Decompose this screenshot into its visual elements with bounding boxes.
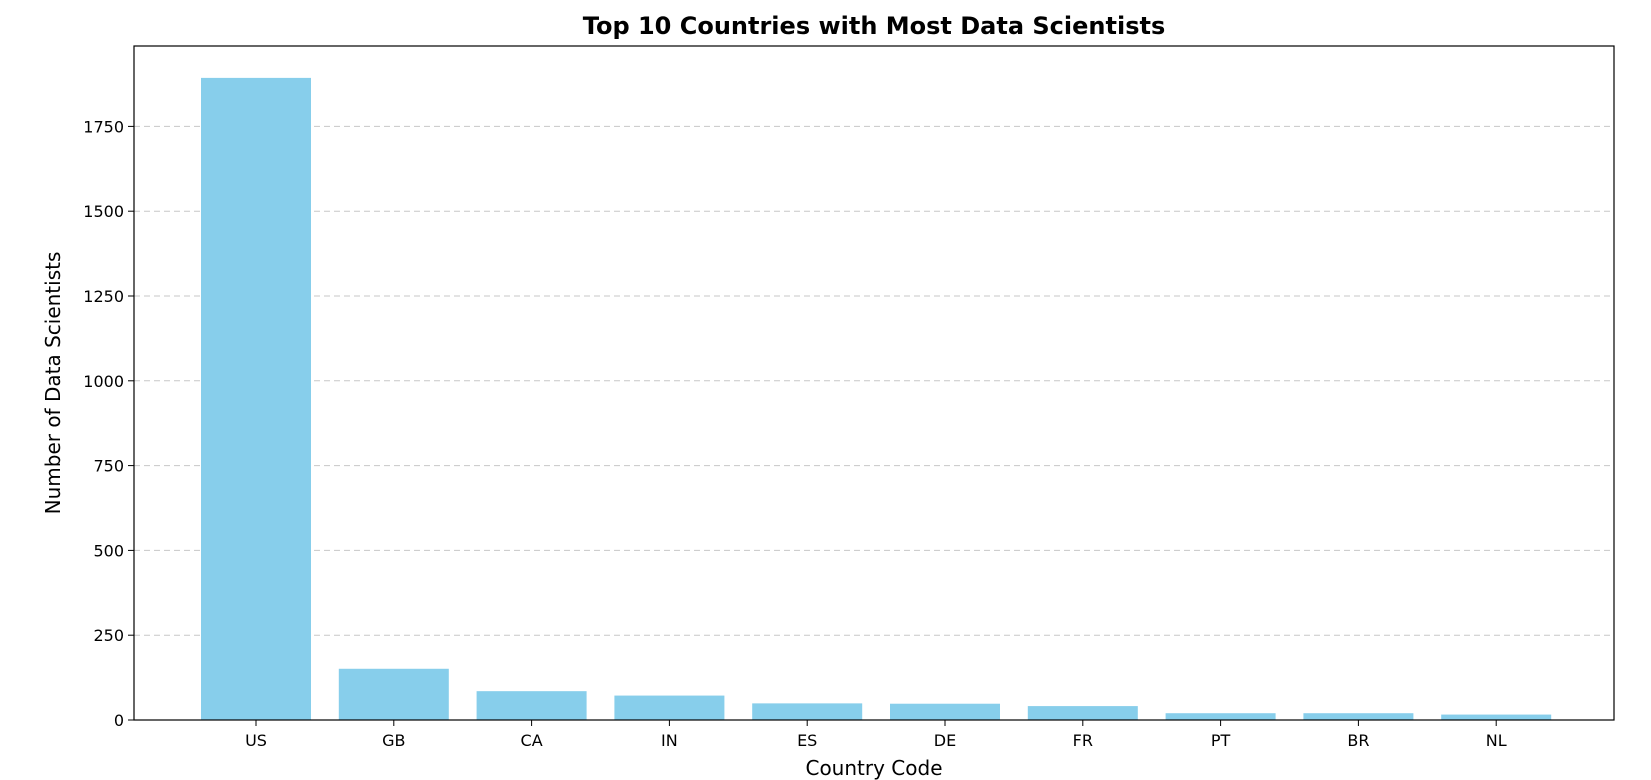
bar-fr [1027, 706, 1138, 720]
chart-title: Top 10 Countries with Most Data Scientis… [583, 12, 1165, 40]
bar-us [201, 77, 311, 720]
bar-nl [1441, 714, 1552, 720]
bar-br [1303, 713, 1414, 720]
bar-ca [476, 691, 587, 720]
x-tick-label: GB [382, 731, 405, 750]
bar-pt [1165, 713, 1276, 720]
x-tick-label: CA [521, 731, 543, 750]
bars [201, 77, 1552, 720]
y-tick-label: 1000 [83, 372, 124, 391]
plot-frame [133, 45, 1615, 721]
y-tick-label: 0 [114, 711, 124, 730]
y-tick-label: 500 [93, 541, 124, 560]
y-tick-label: 1750 [83, 117, 124, 136]
x-axis-label: Country Code [805, 756, 942, 780]
x-axis-ticks: US GB CA IN ES DE FR PT BR NL [245, 720, 1507, 750]
bar-de [890, 703, 1000, 720]
x-tick-label: IN [661, 731, 678, 750]
y-tick-label: 750 [93, 457, 124, 476]
y-axis-ticks: 0 250 500 750 1000 1250 1500 1750 [83, 117, 134, 730]
x-tick-label: ES [797, 731, 817, 750]
x-tick-label: BR [1347, 731, 1369, 750]
x-tick-label: NL [1486, 731, 1507, 750]
x-tick-label: US [245, 731, 267, 750]
y-tick-label: 250 [93, 626, 124, 645]
x-tick-label: PT [1211, 731, 1231, 750]
y-tick-label: 1250 [83, 287, 124, 306]
bar-in [614, 695, 725, 720]
bar-es [752, 703, 863, 720]
y-axis-label: Number of Data Scientists [41, 252, 65, 515]
x-tick-label: FR [1073, 731, 1093, 750]
grid-lines [134, 125, 1614, 636]
y-tick-label: 1500 [83, 202, 124, 221]
bar-gb [338, 668, 449, 720]
x-tick-label: DE [934, 731, 956, 750]
